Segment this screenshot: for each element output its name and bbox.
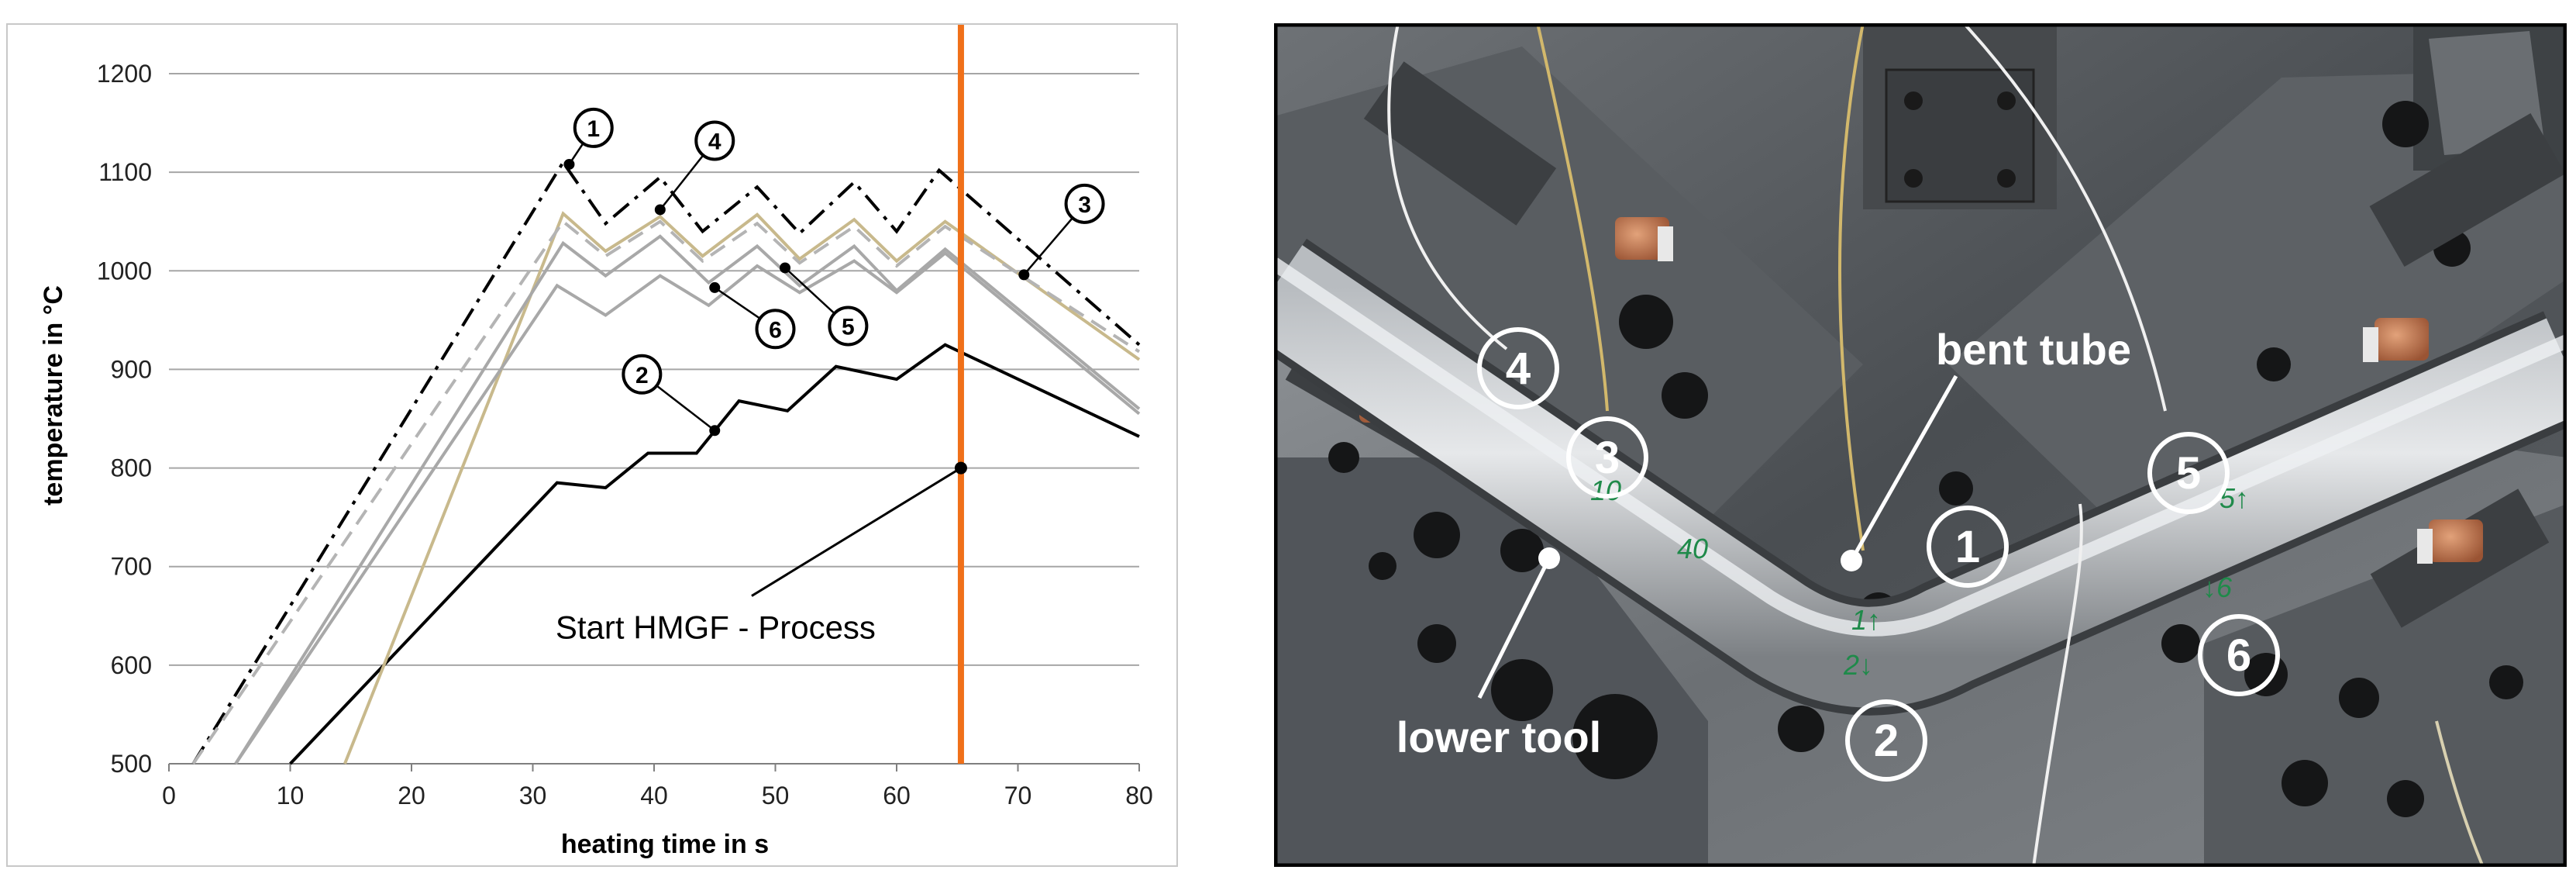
marker-3-label: 3 xyxy=(1595,433,1620,483)
thermocouple-wires xyxy=(1387,22,2485,868)
callout-circle-2 xyxy=(622,354,663,395)
marker-6-label: 6 xyxy=(2226,630,2251,681)
callout-dot-3 xyxy=(1018,269,1030,281)
x-tick-label: 80 xyxy=(1125,782,1153,809)
svg-text:↓6: ↓6 xyxy=(2202,571,2233,603)
photo-panel: 10 40 1↑ 2↓ 5↑ ↓6 bent tube lower tool 1… xyxy=(1241,22,2576,868)
lower-tool-pointer xyxy=(1477,557,1551,699)
y-tick-label: 500 xyxy=(111,750,152,778)
callout-dot-4 xyxy=(654,204,666,216)
chart-frame xyxy=(6,23,1178,867)
svg-text:40: 40 xyxy=(1677,533,1708,564)
series-line-3 xyxy=(343,211,1141,765)
marker-scribbles: 10 40 1↑ 2↓ 5↑ ↓6 xyxy=(1590,475,2249,681)
x-tick-label: 20 xyxy=(398,782,425,809)
y-tick-label: 700 xyxy=(111,553,152,581)
y-axis-label: temperature in °C xyxy=(39,285,68,506)
svg-text:2↓: 2↓ xyxy=(1843,649,1873,681)
x-tick-label: 0 xyxy=(162,782,176,809)
x-tick-label: 30 xyxy=(519,782,547,809)
svg-text:10: 10 xyxy=(1590,475,1621,506)
y-tick-label: 800 xyxy=(111,454,152,482)
marker-1-label: 1 xyxy=(1955,522,1980,572)
series-line-1 xyxy=(191,159,1141,765)
callout-label-1: 1 xyxy=(587,116,600,142)
y-tick-label: 900 xyxy=(111,355,152,383)
bent-tube-shape xyxy=(1241,238,2576,716)
bent-tube-photo: 10 40 1↑ 2↓ 5↑ ↓6 bent tube lower tool 1… xyxy=(1241,22,2576,868)
series-lines xyxy=(191,159,1141,765)
annotation-leader xyxy=(751,467,962,597)
y-tick-label: 600 xyxy=(111,651,152,679)
x-tick-label: 40 xyxy=(640,782,668,809)
callout-label-5: 5 xyxy=(842,314,855,340)
temperature-chart-panel: 500 600 700 800 900 1000 1100 1200 0 10 20 30 40 50 60… xyxy=(6,23,1178,867)
y-tick-label: 1000 xyxy=(97,257,152,285)
series-line-5 xyxy=(234,234,1141,765)
x-tick-label: 50 xyxy=(762,782,790,809)
callout-dot-5 xyxy=(780,262,791,274)
callout-label-6: 6 xyxy=(769,317,782,343)
marker-2 xyxy=(1845,699,1927,782)
annotation-dot xyxy=(954,461,967,475)
callout-circle-1 xyxy=(573,107,614,148)
callout-circle-3 xyxy=(1064,183,1105,224)
temperature-chart: 500 600 700 800 900 1000 1100 1200 0 10 20 30 40 50 60… xyxy=(6,23,1178,867)
x-tick-label: 60 xyxy=(883,782,911,809)
x-tick-label: 10 xyxy=(277,782,305,809)
bent-tube-label: bent tube xyxy=(1936,325,2131,374)
marker-6 xyxy=(2198,614,2280,696)
x-axis-label: heating time in s xyxy=(561,830,769,859)
callout-dot-2 xyxy=(709,425,721,437)
marker-5-label: 5 xyxy=(2176,448,2201,499)
svg-text:1↑: 1↑ xyxy=(1851,604,1881,636)
series-line-6 xyxy=(234,250,1141,765)
y-tick-label: 1200 xyxy=(97,60,152,88)
callout-circle-6 xyxy=(755,309,796,350)
callout-label-4: 4 xyxy=(708,129,721,154)
marker-3 xyxy=(1566,416,1648,499)
y-tick-label: 1100 xyxy=(98,158,152,186)
bent-tube-pointer xyxy=(1849,375,1958,562)
marker-1 xyxy=(1927,506,2009,588)
callout-circle-4 xyxy=(694,120,735,161)
series-callouts: 1 4 3 5 6 2 xyxy=(563,107,1105,437)
marker-4-label: 4 xyxy=(1506,343,1531,394)
callout-circle-5 xyxy=(828,305,869,347)
measuring-point-markers xyxy=(1477,327,2280,782)
annotation: Start HMGF - Process xyxy=(556,461,967,646)
callout-label-2: 2 xyxy=(635,363,649,388)
callout-dot-1 xyxy=(563,158,575,170)
lower-tool-label: lower tool xyxy=(1396,713,1601,761)
photo-frame xyxy=(1273,22,2567,868)
marker-4 xyxy=(1477,327,1559,409)
callout-dot-6 xyxy=(709,281,721,293)
annotation-text: Start HMGF - Process xyxy=(556,609,876,646)
marker-5 xyxy=(2147,432,2230,514)
marker-2-label: 2 xyxy=(1874,716,1899,766)
callout-label-3: 3 xyxy=(1078,192,1091,218)
upper-tool-left xyxy=(1274,47,1863,519)
series-line-2 xyxy=(289,343,1140,765)
x-tick-label: 70 xyxy=(1004,782,1032,809)
series-line-4 xyxy=(191,219,1141,765)
axes: 500 600 700 800 900 1000 1100 1200 0 10 20 30 40 50 60… xyxy=(97,60,1153,809)
